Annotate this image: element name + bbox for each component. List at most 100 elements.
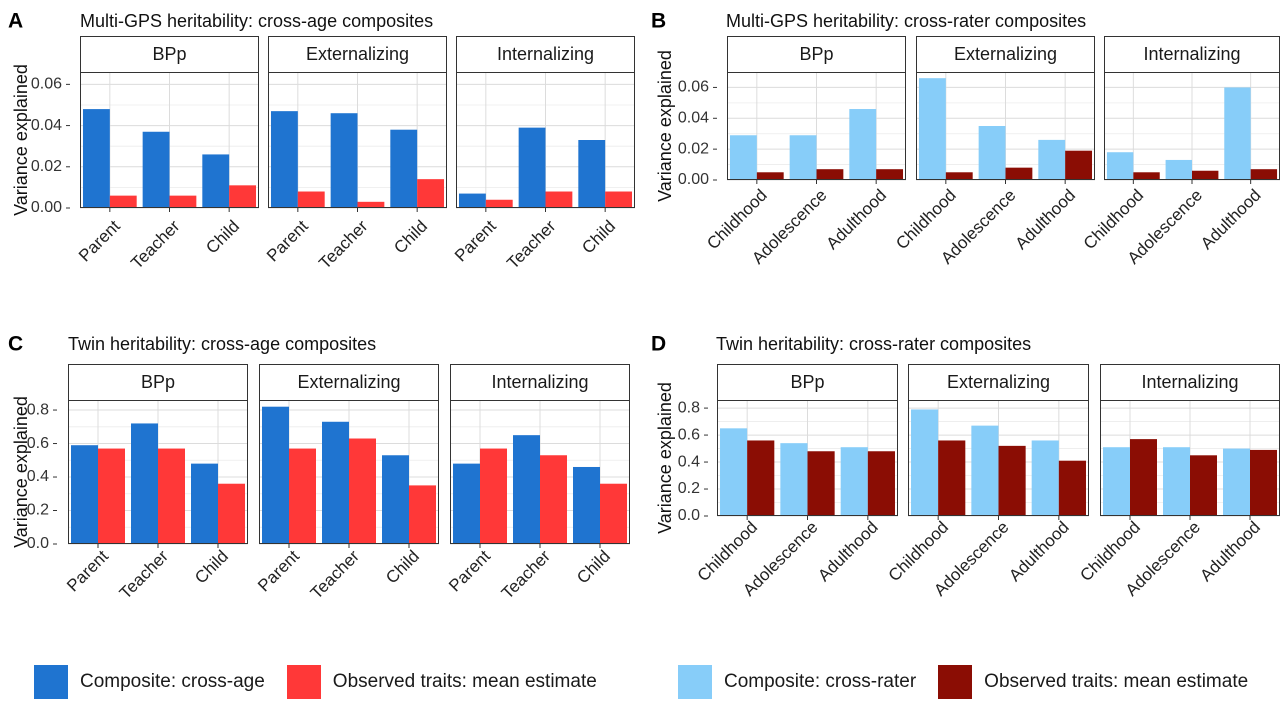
x-tick-label: Parent	[451, 216, 500, 265]
bar-composite	[780, 443, 808, 516]
bar-observed	[867, 451, 895, 516]
facet-strip-label: Internalizing	[1141, 372, 1238, 392]
bar-observed	[1192, 170, 1219, 180]
bar-observed	[807, 451, 835, 516]
bar-observed	[945, 172, 973, 180]
bar-observed	[485, 199, 513, 208]
panel-A: A Multi-GPS heritability: cross-age compo…	[8, 10, 635, 273]
facet-strip	[68, 364, 248, 401]
facet-border	[68, 400, 248, 544]
facet-strip-label: Internalizing	[1143, 44, 1240, 64]
x-tick-label: Parent	[254, 546, 303, 595]
bar-observed	[1190, 455, 1217, 516]
x-tick-label: Child	[202, 217, 243, 258]
bar-composite	[330, 113, 358, 208]
bar-composite	[918, 78, 946, 180]
x-tick-label: Child	[573, 547, 614, 588]
bar-observed	[297, 191, 325, 208]
facet-border	[80, 72, 259, 208]
panel-B: B Multi-GPS heritability: cross-rater com…	[651, 10, 1280, 268]
facet-strip-label: Externalizing	[306, 44, 409, 64]
bar-composite	[262, 406, 289, 544]
bar-observed	[158, 448, 185, 544]
bar-composite	[458, 193, 486, 208]
facet-strip-label: BPp	[152, 44, 186, 64]
facet-strip-label: Internalizing	[497, 44, 594, 64]
panel-letter: A	[8, 10, 23, 33]
bar-composite	[1103, 447, 1130, 516]
bar-observed	[409, 485, 436, 544]
facet-strip	[80, 36, 259, 73]
bar-observed	[876, 169, 904, 180]
facet-strip	[1104, 36, 1280, 73]
bar-observed	[218, 483, 245, 544]
facet-internalizing: Internalizing Parent Teacher Child	[445, 364, 630, 603]
bar-observed	[1130, 439, 1157, 516]
bar-observed	[1058, 460, 1086, 516]
facet-strip-label: Externalizing	[297, 372, 400, 392]
bar-composite	[1224, 87, 1251, 180]
x-tick-label: Teacher	[315, 216, 371, 272]
legend-key-composite-rater	[678, 665, 712, 699]
bar-composite	[382, 455, 409, 544]
bar-composite	[82, 109, 110, 208]
x-tick-label: Teacher	[503, 216, 559, 272]
bar-observed	[605, 191, 633, 208]
y-tick-label: 0.2	[678, 480, 700, 497]
facet-border	[259, 400, 439, 544]
bar-observed	[1133, 172, 1160, 180]
bar-observed	[169, 195, 197, 208]
x-tick-label: Teacher	[307, 546, 363, 602]
bar-composite	[1165, 159, 1192, 180]
facet-externalizing: Externalizing Parent Teacher Child	[263, 36, 447, 273]
bar-observed	[540, 455, 567, 544]
facet-externalizing: ExternalizingChildhoodAdolescenceAdultho…	[892, 36, 1095, 268]
bar-observed	[998, 445, 1026, 516]
facet-strip-label: BPp	[141, 372, 175, 392]
y-tick-label: 0.00	[31, 199, 62, 216]
bar-observed	[1250, 449, 1277, 516]
bar-composite	[131, 423, 158, 544]
legend-left: Composite: cross-age Observed traits: me…	[34, 662, 619, 702]
bar-composite	[729, 135, 757, 180]
bar-observed	[756, 172, 784, 180]
bar-observed	[545, 191, 573, 208]
bar-observed	[417, 179, 445, 208]
bar-composite	[390, 129, 418, 208]
bar-composite	[270, 111, 298, 208]
y-tick-label: 0.04	[31, 117, 62, 134]
y-axis-label: Variance explained	[11, 64, 31, 216]
facet-border	[727, 72, 906, 180]
panel-letter: B	[651, 10, 666, 33]
x-tick-label: Adulthood	[1012, 186, 1080, 254]
x-tick-label: Parent	[75, 216, 124, 265]
y-tick-label: 0.2	[27, 502, 49, 519]
facet-border	[456, 72, 635, 208]
x-tick-label: Child	[390, 217, 431, 258]
facet-strip	[916, 36, 1095, 73]
bar-observed	[747, 440, 775, 516]
y-tick-label: 0.4	[678, 453, 700, 470]
bar-composite	[1223, 448, 1250, 516]
facet-strip	[268, 36, 447, 73]
facet-strip-label: Externalizing	[954, 44, 1057, 64]
bar-observed	[938, 440, 966, 516]
facet-strip	[259, 364, 439, 401]
bar-composite	[518, 127, 546, 208]
bar-composite	[513, 435, 540, 544]
bar-composite	[789, 135, 817, 180]
bar-composite	[1106, 152, 1134, 180]
bar-observed	[109, 195, 137, 208]
legend-label-observed-rater: Observed traits: mean estimate	[984, 671, 1249, 692]
x-tick-label: Child	[191, 547, 232, 588]
bar-composite	[1163, 447, 1190, 516]
legend-key-composite-age	[34, 665, 68, 699]
bar-composite	[453, 463, 480, 544]
bar-composite	[573, 466, 600, 544]
x-tick-label: Adulthood	[814, 518, 882, 586]
panel-letter: C	[8, 333, 23, 356]
bar-observed	[1065, 150, 1093, 180]
y-tick-label: 0.0	[27, 535, 49, 552]
y-tick-label: 0.06	[678, 79, 709, 96]
